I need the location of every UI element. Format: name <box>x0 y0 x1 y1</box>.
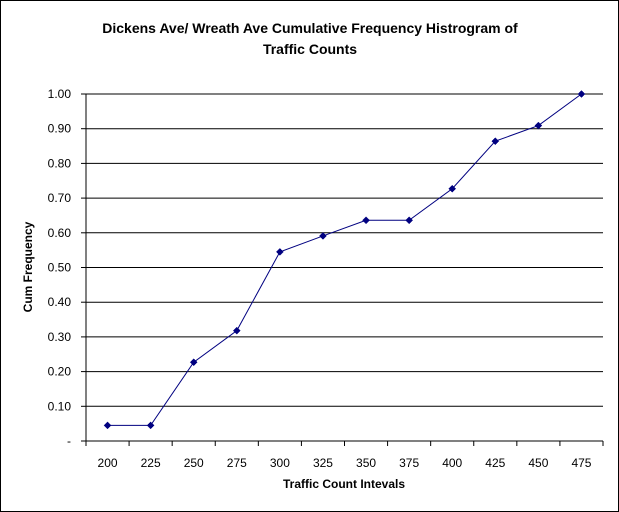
data-point <box>491 137 500 146</box>
y-tick-label: 0.60 <box>48 226 72 240</box>
x-tick-label: 325 <box>313 456 333 470</box>
x-tick-label: 300 <box>270 456 290 470</box>
data-point <box>362 216 370 225</box>
chart-title-line-2: Traffic Counts <box>263 41 357 57</box>
x-tick-label: 450 <box>528 456 548 470</box>
y-tick-label: 1.00 <box>48 87 72 101</box>
y-tick-label: 0.70 <box>48 191 72 205</box>
y-tick-label: 0.80 <box>48 156 72 170</box>
x-tick-label: 375 <box>399 456 419 470</box>
data-point <box>276 248 284 256</box>
data-point <box>189 358 198 367</box>
y-axis-label: Cum Frequency <box>21 221 35 312</box>
x-tick-label: 275 <box>227 456 247 470</box>
data-point <box>534 121 543 130</box>
x-tick-label: 400 <box>442 456 462 470</box>
data-point <box>319 232 327 240</box>
x-tick-label: 350 <box>356 456 376 470</box>
y-tick-labels: - 0.10 0.20 0.30 0.40 0.50 0.60 0.70 0.80 0.90 1.0… <box>48 87 72 448</box>
x-tick-label: 475 <box>571 456 591 470</box>
data-point <box>448 184 457 193</box>
x-tick-label: 425 <box>485 456 505 470</box>
x-tick-label: 200 <box>98 456 118 470</box>
chart-title-line-1: Dickens Ave/ Wreath Ave Cumulative Frequ… <box>102 20 518 36</box>
gridlines <box>86 93 603 407</box>
data-series <box>103 90 586 430</box>
y-tick-label: 0.30 <box>48 330 72 344</box>
y-tick-label: 0.90 <box>48 122 72 136</box>
y-tick-label: 0.10 <box>48 399 72 413</box>
y-tick-label: 0.50 <box>48 261 72 275</box>
x-tick-labels: 200 225 250 275 300 325 350 375 400 425 450 475 <box>98 456 592 470</box>
x-tick-label: 225 <box>141 456 161 470</box>
data-point <box>577 90 586 98</box>
data-point <box>232 326 241 335</box>
x-tick-label: 250 <box>184 456 204 470</box>
y-tick-label: 0.40 <box>48 295 72 309</box>
data-point <box>103 421 112 430</box>
axes <box>81 93 604 446</box>
data-point <box>405 216 413 225</box>
data-point <box>146 421 155 430</box>
y-tick-label: - <box>67 434 71 448</box>
y-tick-label: 0.20 <box>48 365 72 379</box>
x-axis-label: Traffic Count Intevals <box>283 477 405 491</box>
series-line <box>107 93 582 426</box>
